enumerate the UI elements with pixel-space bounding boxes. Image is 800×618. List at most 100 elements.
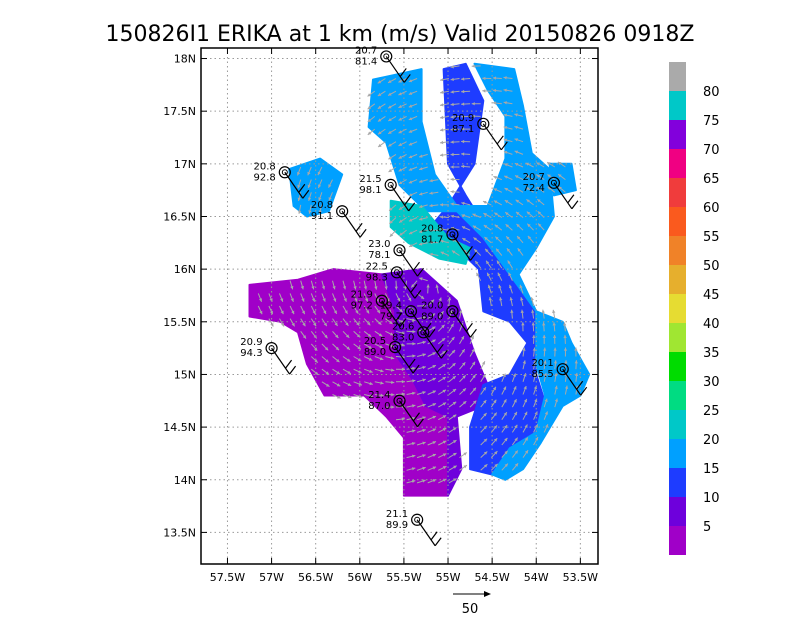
wind-vector-head	[270, 323, 274, 327]
wind-vector-head	[504, 450, 508, 455]
wind-vector-head	[419, 204, 423, 209]
wind-vector-head	[336, 358, 340, 363]
wind-vector-head	[419, 192, 423, 196]
wind-vector-head	[484, 464, 488, 468]
wind-vector-head	[297, 197, 301, 201]
wind-vector-head	[453, 478, 457, 482]
wind-vector-head	[323, 310, 327, 314]
wind-vector-head	[412, 379, 416, 383]
wind-vector-head	[526, 199, 530, 203]
wind-vector-head	[503, 101, 507, 105]
wind-vector-head	[502, 373, 506, 378]
wind-vector-head	[483, 413, 487, 417]
wind-vector-head	[398, 168, 403, 172]
wind-vector-head	[342, 286, 347, 290]
wind-vector-head	[542, 322, 546, 326]
y-tick-label: 16.5N	[163, 210, 196, 223]
station-ring	[446, 228, 459, 241]
wind-vector-head	[483, 400, 487, 404]
wind-vector-head	[463, 452, 467, 456]
wind-vector-head	[532, 347, 536, 351]
station-barb-staff	[390, 184, 410, 212]
wind-vector-head	[399, 232, 403, 236]
wind-vector-head	[376, 309, 381, 314]
wind-vector-head	[504, 188, 508, 191]
station-dot	[339, 208, 346, 215]
colorbar-legend: 5 10 15 20 25 30 35 40 45 50 55 60 65 70 75 80	[669, 62, 720, 555]
x-tick-label: 57W	[259, 571, 284, 584]
colorbar-swatch	[669, 497, 686, 526]
wind-vector-head	[398, 92, 402, 96]
wind-vector-head	[389, 220, 393, 224]
wind-vector-head	[504, 463, 508, 467]
wind-vector-head	[452, 363, 456, 367]
wind-vector-head	[442, 478, 447, 482]
wind-vector-head	[412, 318, 416, 322]
wind-vector-head	[498, 284, 502, 289]
station-barb-staff	[422, 331, 442, 359]
wind-vector-head	[301, 310, 305, 315]
wind-vector-head	[451, 250, 456, 254]
wind-vector-head	[483, 200, 487, 204]
station-speed-label: 20.6	[392, 321, 414, 332]
station-value-label: 79.7	[380, 311, 402, 322]
wind-vector-head	[367, 321, 371, 326]
x-tick-label: 55W	[436, 571, 461, 584]
wind-region-6	[389, 199, 472, 265]
wind-vector-head	[525, 175, 530, 179]
station-speed-label: 21.1	[386, 509, 408, 520]
wind-vector-head	[369, 369, 373, 373]
wind-vector-head	[508, 272, 512, 277]
station-speed-label: 19.4	[380, 300, 402, 311]
wind-vector-head	[429, 203, 433, 208]
station-barb	[404, 196, 412, 206]
wind-vector-head	[388, 105, 392, 109]
wind-vector-head	[450, 90, 454, 94]
wind-vector-head	[412, 404, 416, 408]
wind-vector-head	[391, 393, 395, 397]
wind-vector-head	[333, 310, 337, 314]
station-barb	[298, 183, 306, 193]
wind-vector-head	[461, 349, 465, 353]
wind-vector-head	[514, 150, 519, 154]
wind-vector-head	[505, 212, 509, 216]
wind-vector-head	[311, 298, 315, 302]
wind-vector-head	[409, 231, 413, 235]
wind-vector-head	[422, 403, 426, 407]
wind-vector-head	[347, 358, 351, 362]
wind-vector-head	[504, 175, 508, 179]
station-speed-label: 20.8	[254, 161, 276, 172]
wind-vector-head	[419, 277, 423, 281]
wind-vector-head	[440, 103, 444, 107]
wind-vector-head	[544, 398, 548, 402]
wind-vector-head	[503, 386, 507, 390]
wind-vector-head	[524, 437, 528, 441]
wind-vector-head	[482, 387, 486, 391]
wind-vector-head	[408, 218, 413, 222]
wind-vector-head	[523, 398, 527, 403]
colorbar-label: 25	[703, 404, 720, 419]
wind-vector-head	[503, 76, 507, 80]
wind-vector-head	[388, 168, 392, 172]
wind-vector-head	[442, 402, 447, 406]
wind-vector-head	[314, 347, 318, 351]
wind-vector-head	[401, 392, 405, 396]
wind-vector-head	[429, 228, 433, 232]
wind-vector-head	[432, 326, 436, 330]
wind-vector-head	[471, 348, 475, 353]
station-barb-staff	[562, 368, 582, 396]
wind-vector-head	[412, 429, 416, 433]
wind-vector-head	[541, 309, 545, 313]
wind-vector-head	[368, 357, 373, 361]
station-value-label: 92.8	[254, 172, 276, 183]
wind-vector-head	[422, 466, 426, 470]
wind-vector-head	[391, 380, 395, 384]
wind-vector-head	[463, 465, 467, 469]
wind-vector-head	[357, 346, 361, 350]
wind-vector-head	[450, 65, 454, 69]
wind-vector-head	[430, 299, 435, 303]
wind-vector-head	[520, 309, 524, 313]
wind-vector-head	[450, 214, 454, 218]
wind-vector-head	[412, 354, 416, 358]
wind-vector-head	[397, 298, 401, 302]
